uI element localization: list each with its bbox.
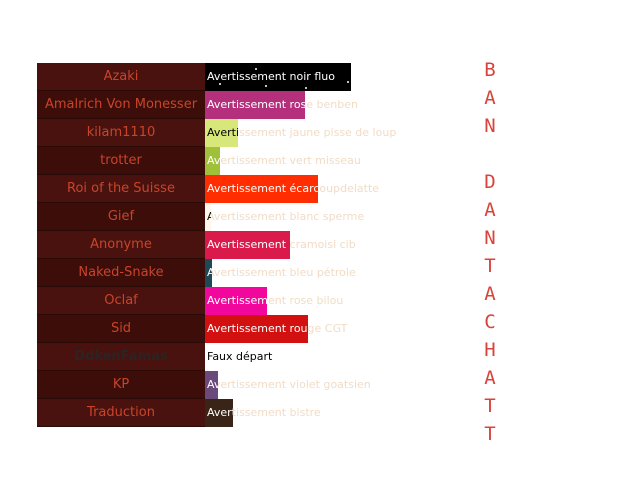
warning-label: Avertissement bistre [207, 406, 321, 419]
warning-bar: Avertissement rouge CGT [205, 315, 308, 343]
side-title-letter: A [484, 283, 496, 305]
member-name: Anonyme [37, 231, 205, 259]
member-name: Gief [37, 203, 205, 231]
member-name: Oclaf [37, 287, 205, 315]
warning-label-overlay: Avertissement bistre [207, 406, 233, 419]
side-title-letter: T [484, 255, 496, 277]
star-dot [255, 68, 257, 70]
member-name: Azaki [37, 63, 205, 91]
member-name: kilam1110 [37, 119, 205, 147]
warning-label-overlay: Avertissement bleu pétrole [207, 266, 212, 279]
member-name: Traduction [37, 399, 205, 427]
side-title-gap [478, 140, 502, 168]
warning-label-overlay: Avertissement rose bilou [207, 294, 267, 307]
warning-bar: Avertissement blanc sperme [205, 203, 211, 231]
star-dot [305, 87, 307, 89]
warning-bar: Avertissement noir fluo [205, 63, 351, 91]
table-row: DdkenFamas Faux départ [37, 343, 457, 371]
side-title-letter: A [484, 87, 496, 109]
member-name: KP [37, 371, 205, 399]
warning-label-overlay: Avertissement jaune pisse de loup [207, 126, 238, 139]
warning-label: Avertissement bleu pétrole [207, 266, 356, 279]
star-dot [265, 85, 267, 87]
side-title-letter: N [484, 227, 496, 249]
warning-bar: Avertissement vert misseau [205, 147, 220, 175]
warning-label: Faux départ [207, 350, 273, 363]
member-name: trotter [37, 147, 205, 175]
warning-label-overlay: Avertissement noir fluo [207, 70, 335, 83]
warning-bar: Avertissement jaune pisse de loup [205, 119, 238, 147]
warning-label: Avertissement violet goatsien [207, 378, 371, 391]
warning-label-overlay: Avertissement rose benben [207, 98, 305, 111]
side-title-letter: D [484, 171, 496, 193]
warning-bar: Avertissement rose bilou [205, 287, 267, 315]
side-title-letter: T [484, 423, 496, 445]
table-row: Amalrich Von MonesserAvertissement rose … [37, 91, 457, 119]
warning-bar: Avertissement cramoisi cib [205, 231, 290, 259]
warning-label: Avertissement jaune pisse de loup [207, 126, 397, 139]
side-title-letter: C [484, 311, 496, 333]
warning-label: Avertissement vert misseau [207, 154, 361, 167]
warning-label-overlay: Avertissement cramoisi cib [207, 238, 290, 251]
table-row: AnonymeAvertissement cramoisi cibAvertis… [37, 231, 457, 259]
side-title-letter: T [484, 395, 496, 417]
side-title-letter: B [484, 59, 496, 81]
warning-label-overlay: Avertissement vert misseau [207, 154, 220, 167]
member-name: Roi of the Suisse [37, 175, 205, 203]
side-title-letter: A [484, 367, 496, 389]
side-title-letter: H [484, 339, 496, 361]
member-name: Naked-Snake [37, 259, 205, 287]
member-name: Sid [37, 315, 205, 343]
warning-label-overlay: Avertissement rouge CGT [207, 322, 308, 335]
star-dot [347, 81, 349, 83]
star-dot [219, 83, 221, 85]
warning-bar: Avertissement violet goatsien [205, 371, 218, 399]
member-name: Amalrich Von Monesser [37, 91, 205, 119]
warning-label-overlay: Avertissement violet goatsien [207, 378, 218, 391]
side-title-letter: A [484, 199, 496, 221]
warning-bar: Avertissement bleu pétrole [205, 259, 212, 287]
warning-label: Avertissement blanc sperme [207, 210, 365, 223]
side-title-letter: N [484, 115, 496, 137]
warning-label-overlay: Avertissement écarcoupdelatte [207, 182, 318, 195]
warning-bar: Avertissement rose benben [205, 91, 305, 119]
warning-bar: Avertissement bistre [205, 399, 233, 427]
warning-label-overlay: Avertissement blanc sperme [207, 210, 211, 223]
member-name: DdkenFamas [37, 343, 205, 371]
table-row: SidAvertissement rouge CGTAvertissement … [37, 315, 457, 343]
table-row: kilam1110 Avertissement jaune pisse de lo… [37, 119, 457, 147]
table-row: Roi of the SuisseAvertissement écarcoupd… [37, 175, 457, 203]
warning-bar: Avertissement écarcoupdelatte [205, 175, 318, 203]
